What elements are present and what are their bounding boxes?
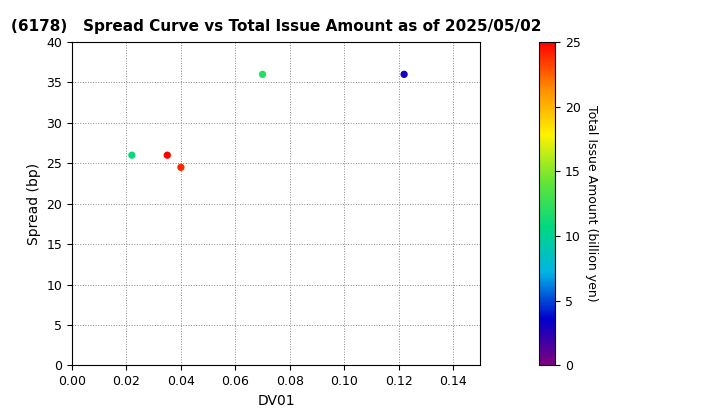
Point: [161, 152, 173, 158]
Title: (6178)   Spread Curve vs Total Issue Amount as of 2025/05/02: (6178) Spread Curve vs Total Issue Amoun…: [11, 19, 541, 34]
Y-axis label: Total Issue Amount (billion yen): Total Issue Amount (billion yen): [585, 105, 598, 302]
Point: [257, 71, 269, 78]
Y-axis label: Spread (bp): Spread (bp): [27, 163, 41, 245]
Point: [126, 152, 138, 158]
Point: [398, 71, 410, 78]
Point: [175, 164, 186, 171]
X-axis label: DV01: DV01: [257, 394, 295, 408]
